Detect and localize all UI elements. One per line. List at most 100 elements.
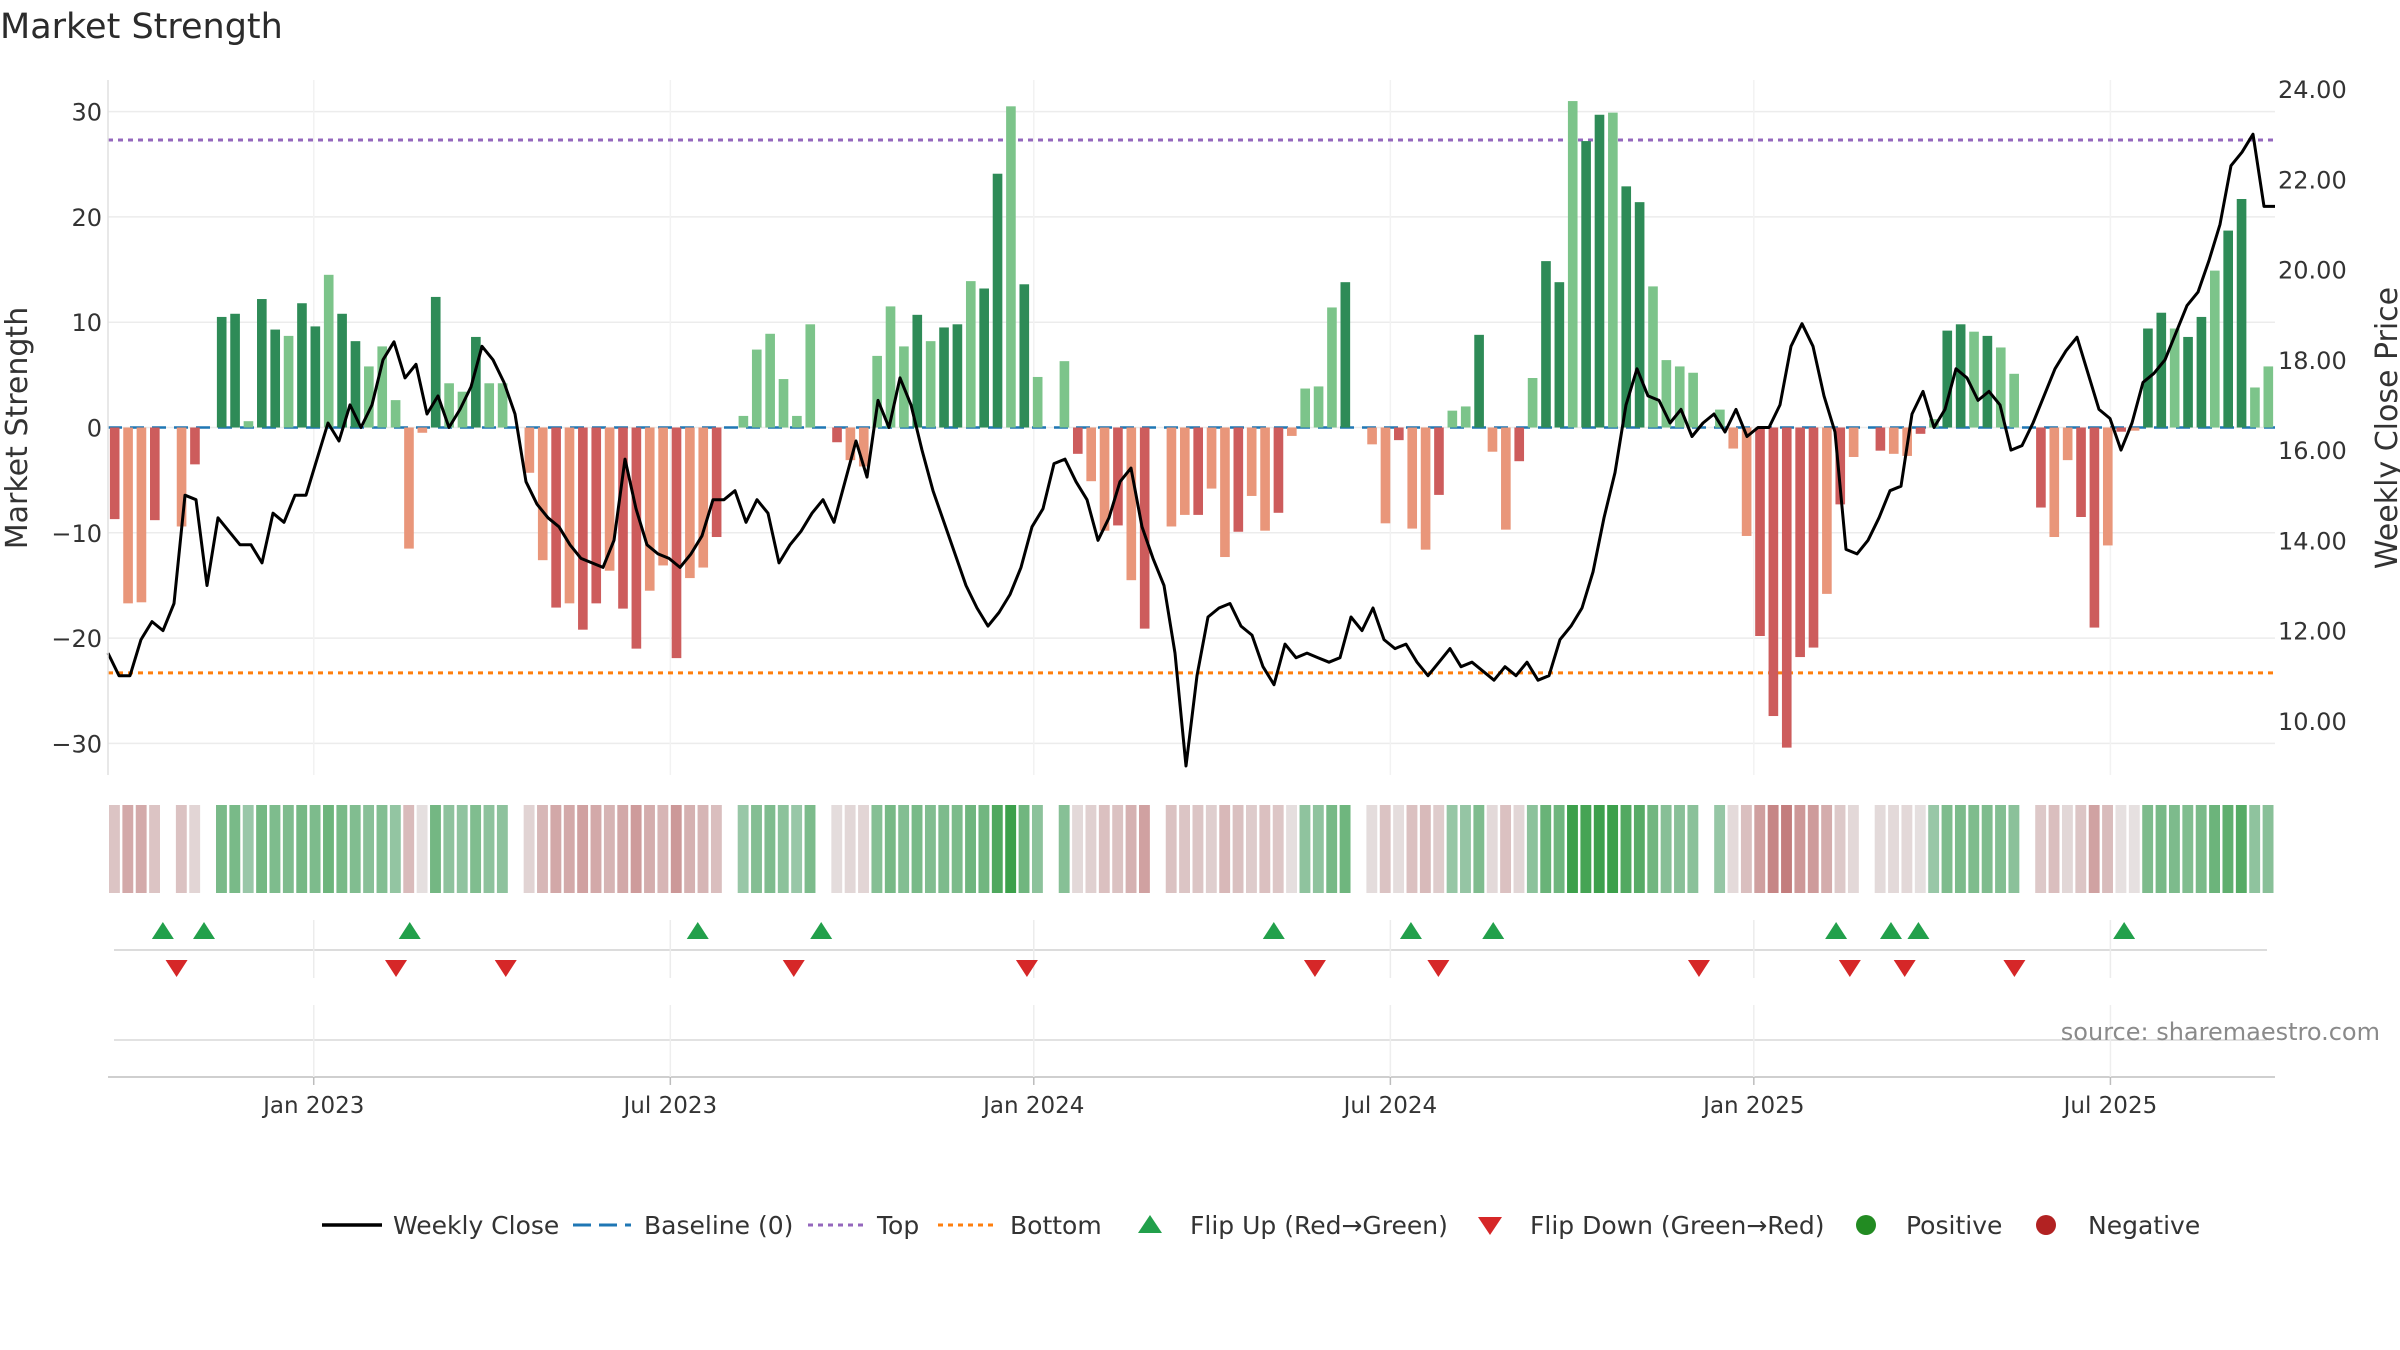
reference-lines bbox=[108, 138, 2275, 675]
strength-bars bbox=[109, 101, 2274, 748]
strength-bar bbox=[1942, 330, 1953, 428]
heat-strip-cell bbox=[2155, 805, 2167, 893]
legend: Weekly Close Baseline (0) Top Bottom Flip Up… bbox=[322, 1211, 2200, 1240]
strength-bar bbox=[1179, 427, 1190, 515]
strength-bar bbox=[1648, 286, 1658, 428]
strength-bar bbox=[1755, 427, 1765, 636]
strength-bar bbox=[564, 427, 575, 604]
heat-strip-cell bbox=[1954, 805, 1966, 893]
x-axis: Jan 2023 Jul 2023 Jan 2024 Jul 2024 Jan 2025… bbox=[108, 1005, 2275, 1119]
x-tick-label: Jul 2024 bbox=[1342, 1093, 1438, 1119]
strength-bar bbox=[939, 327, 949, 428]
strength-bar bbox=[270, 329, 281, 428]
x-tick-label: Jul 2023 bbox=[622, 1093, 718, 1119]
y-axis-title-right: Weekly Close Price bbox=[2370, 287, 2400, 569]
heat-strip-cell bbox=[590, 805, 602, 893]
strength-bar bbox=[1193, 427, 1204, 515]
heat-strip-cell bbox=[1620, 805, 1632, 893]
heat-strip-cell bbox=[1660, 805, 1672, 893]
heat-strip-cell bbox=[416, 805, 428, 893]
strength-bar bbox=[1460, 406, 1471, 428]
strength-bar bbox=[872, 355, 882, 428]
heat-strip-cell bbox=[777, 805, 789, 893]
heat-strip-cell bbox=[2102, 805, 2113, 893]
strength-bar bbox=[136, 427, 147, 603]
strength-bar bbox=[1086, 427, 1096, 482]
heat-strip-cell bbox=[1246, 805, 1257, 893]
strength-bar bbox=[1273, 427, 1284, 513]
heat-strip-cell bbox=[1473, 805, 1485, 893]
heat-strip-cell bbox=[1888, 805, 1899, 893]
legend-label: Weekly Close bbox=[393, 1211, 559, 1240]
heat-strip-cell bbox=[1740, 805, 1752, 893]
heat-strip-cell bbox=[122, 805, 134, 893]
strength-bar bbox=[1166, 427, 1177, 527]
strength-bar bbox=[1327, 307, 1337, 428]
heat-strip-cell bbox=[1112, 805, 1124, 893]
flip-up-marker bbox=[193, 922, 216, 939]
strength-bar bbox=[2196, 316, 2207, 428]
heat-strip-cell bbox=[1647, 805, 1659, 893]
strength-bar bbox=[1113, 427, 1123, 526]
heat-strip-cell bbox=[1941, 805, 1953, 893]
strength-bar bbox=[1621, 186, 1632, 428]
strength-bar bbox=[1006, 106, 1016, 428]
strength-bar bbox=[1955, 324, 1966, 428]
heat-strip-cell bbox=[1286, 805, 1298, 893]
strength-bar bbox=[1019, 284, 1030, 428]
heat-strip-cell bbox=[1834, 805, 1846, 893]
heat-strip-cell bbox=[349, 805, 361, 893]
strength-bar bbox=[1407, 427, 1418, 529]
y-tick-label-right: 22.00 bbox=[2278, 166, 2347, 194]
flip-down-marker bbox=[494, 960, 517, 977]
heat-strip-cell bbox=[1312, 805, 1324, 893]
flip-down-marker bbox=[1427, 960, 1450, 977]
legend-label: Bottom bbox=[1010, 1211, 1102, 1240]
heat-strip-cell bbox=[1299, 805, 1311, 893]
heat-strip-cell bbox=[1754, 805, 1766, 893]
flip-up-marker bbox=[1262, 922, 1285, 939]
flip-down-marker bbox=[165, 960, 188, 977]
heat-strip-cell bbox=[577, 805, 589, 893]
heat-strip-cell bbox=[1821, 805, 1833, 893]
heat-strip-cell bbox=[1339, 805, 1351, 893]
flip-up-marker bbox=[1907, 922, 1930, 939]
strength-bar bbox=[2209, 270, 2220, 428]
heat-strip-cell bbox=[1607, 805, 1619, 893]
strength-bar bbox=[658, 427, 668, 566]
heat-strip-cell bbox=[2168, 805, 2180, 893]
heat-strip-cell bbox=[844, 805, 856, 893]
strength-bar bbox=[1888, 427, 1899, 454]
heat-strip-cell bbox=[1098, 805, 1110, 893]
strength-bar bbox=[1501, 427, 1511, 530]
heat-strip-cell bbox=[737, 805, 749, 893]
strength-bar bbox=[1835, 427, 1846, 505]
strength-bar bbox=[2049, 427, 2060, 538]
heat-strip-cell bbox=[670, 805, 682, 893]
heat-strip-cell bbox=[884, 805, 896, 893]
strength-bar bbox=[1634, 202, 1645, 428]
y-tick-label-left: −20 bbox=[51, 625, 102, 653]
legend-label: Baseline (0) bbox=[644, 1211, 793, 1240]
heat-strip-cell bbox=[1232, 805, 1244, 893]
flip-down-marker bbox=[1893, 960, 1916, 977]
y-tick-label-left: −10 bbox=[51, 520, 102, 548]
weekly-close-line-group bbox=[106, 132, 2275, 768]
strength-bar bbox=[283, 335, 294, 428]
heat-strip-cell bbox=[1085, 805, 1097, 893]
strength-bar bbox=[190, 427, 200, 465]
heat-strip-cell bbox=[1393, 805, 1405, 893]
heat-strip-cell bbox=[363, 805, 375, 893]
heat-strip-cell bbox=[1072, 805, 1083, 893]
heat-strip-cell bbox=[1526, 805, 1538, 893]
heat-strip-cell bbox=[1540, 805, 1552, 893]
strength-bar bbox=[604, 427, 615, 571]
y-axis-title-left: Market Strength bbox=[0, 307, 35, 549]
strength-bar bbox=[1875, 427, 1886, 451]
y-tick-label-right: 24.00 bbox=[2278, 76, 2347, 104]
heat-strip-cell bbox=[991, 805, 1003, 893]
strength-bar bbox=[417, 427, 428, 433]
heat-strip-cell bbox=[376, 805, 388, 893]
strength-bar bbox=[364, 366, 374, 428]
strength-bar bbox=[537, 427, 548, 561]
